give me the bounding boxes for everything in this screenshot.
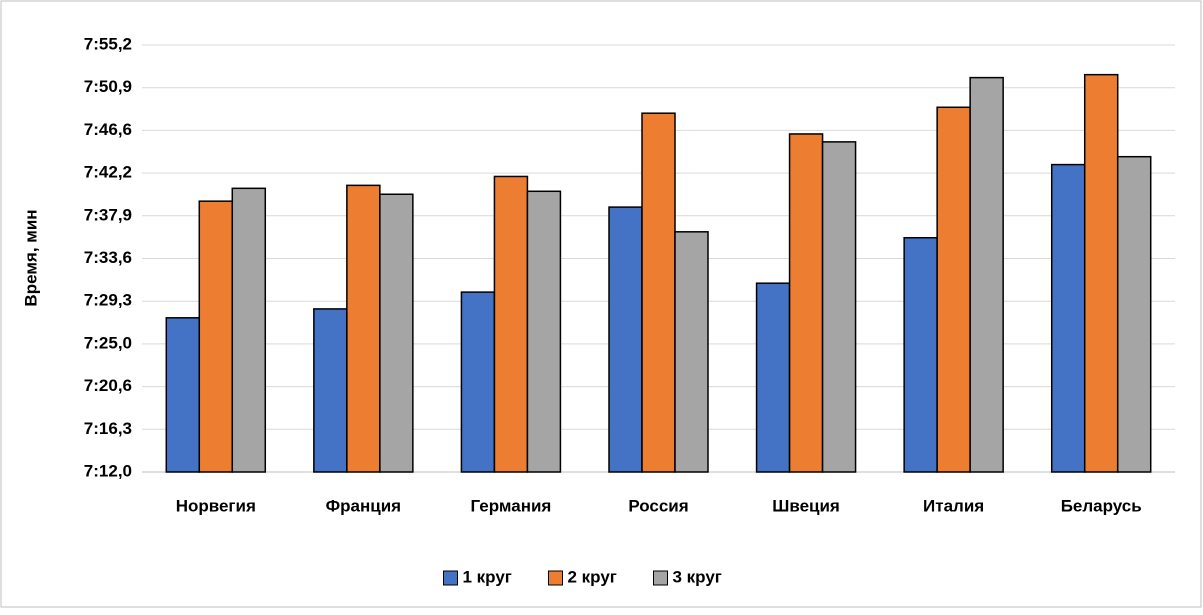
bar (788, 133, 824, 473)
legend-label: 2 круг (568, 567, 617, 586)
x-tick-label: Россия (628, 496, 688, 515)
bar (936, 106, 971, 473)
y-tick-label: 7:20,6 (84, 376, 132, 395)
bar (1083, 73, 1119, 473)
bar (755, 282, 791, 473)
x-tick-label: Швеция (772, 496, 840, 515)
bar (460, 291, 496, 473)
x-tick-label: Италия (923, 496, 984, 515)
bar (165, 317, 201, 473)
y-tick-label: 7:25,0 (84, 333, 132, 352)
x-tick-label: Германия (471, 496, 552, 515)
bar (346, 184, 381, 473)
bar (379, 193, 414, 473)
bar (231, 187, 267, 473)
bar (493, 175, 529, 473)
bar (903, 236, 938, 473)
y-tick-label: 7:42,2 (84, 163, 132, 182)
legend-label: 1 круг (463, 567, 512, 586)
bar (1050, 163, 1086, 473)
bar (821, 141, 857, 473)
bar (674, 231, 709, 473)
bar (198, 200, 234, 473)
x-tick-label: Беларусь (1061, 496, 1142, 515)
y-tick-label: 7:50,9 (84, 77, 132, 96)
bar (608, 206, 643, 473)
y-tick-label: 7:16,3 (84, 419, 132, 438)
bar (1116, 155, 1152, 473)
bar (969, 76, 1004, 473)
legend-swatch (443, 570, 458, 586)
y-tick-label: 7:29,3 (84, 291, 132, 310)
legend-swatch (653, 570, 668, 586)
x-tick-label: Норвегия (176, 496, 256, 515)
legend-label: 3 круг (673, 567, 722, 586)
y-tick-label: 7:46,6 (84, 120, 132, 139)
y-tick-label: 7:37,9 (84, 205, 132, 224)
x-tick-label: Франция (326, 496, 401, 515)
y-axis-label: Время, мин (21, 209, 40, 306)
y-tick-label: 7:55,2 (84, 34, 132, 53)
y-tick-label: 7:12,0 (84, 461, 132, 480)
bar (526, 190, 562, 473)
legend-swatch (548, 570, 563, 586)
bar (313, 308, 348, 473)
y-tick-label: 7:33,6 (84, 248, 132, 267)
bar (641, 112, 676, 473)
